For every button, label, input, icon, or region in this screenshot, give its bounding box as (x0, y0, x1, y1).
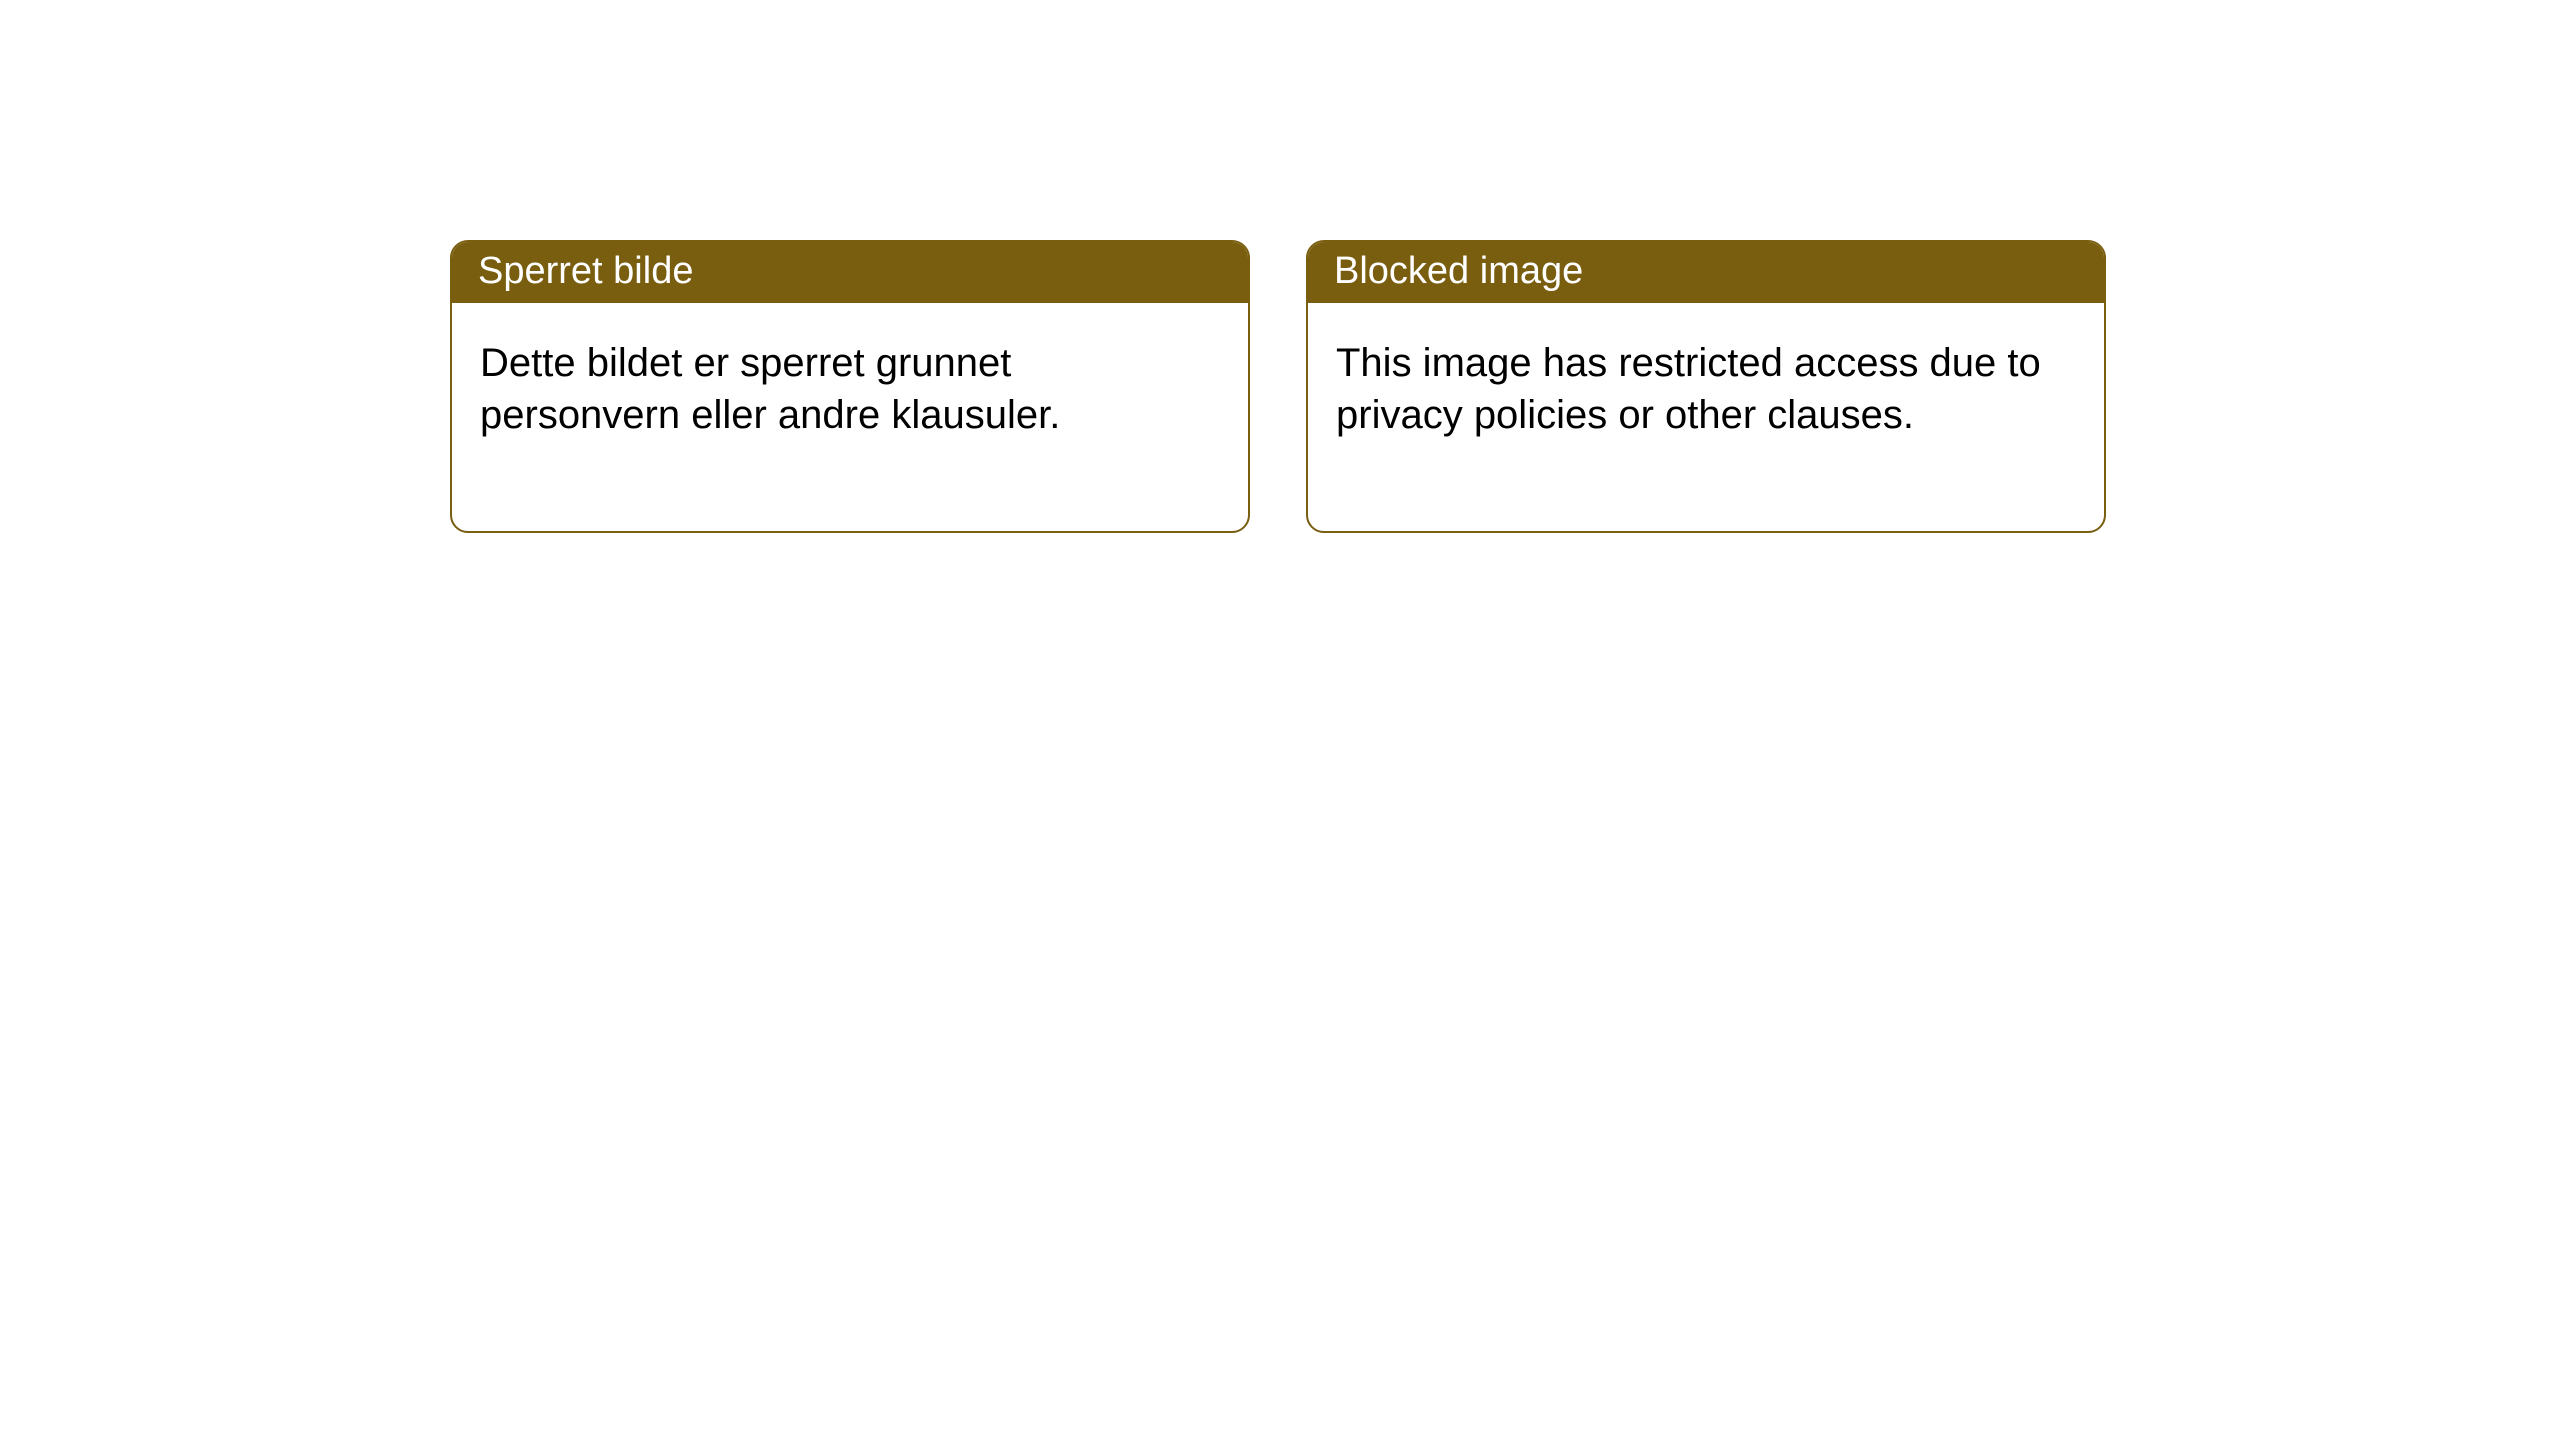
card-body: Dette bildet er sperret grunnet personve… (452, 303, 1248, 531)
notice-card-norwegian: Sperret bilde Dette bildet er sperret gr… (450, 240, 1250, 533)
card-header: Blocked image (1308, 242, 2104, 303)
card-body: This image has restricted access due to … (1308, 303, 2104, 531)
notice-container: Sperret bilde Dette bildet er sperret gr… (450, 240, 2106, 533)
notice-card-english: Blocked image This image has restricted … (1306, 240, 2106, 533)
card-title: Blocked image (1334, 250, 1583, 292)
card-header: Sperret bilde (452, 242, 1248, 303)
card-title: Sperret bilde (478, 250, 693, 292)
card-body-text: This image has restricted access due to … (1336, 341, 2041, 437)
card-body-text: Dette bildet er sperret grunnet personve… (480, 341, 1060, 437)
